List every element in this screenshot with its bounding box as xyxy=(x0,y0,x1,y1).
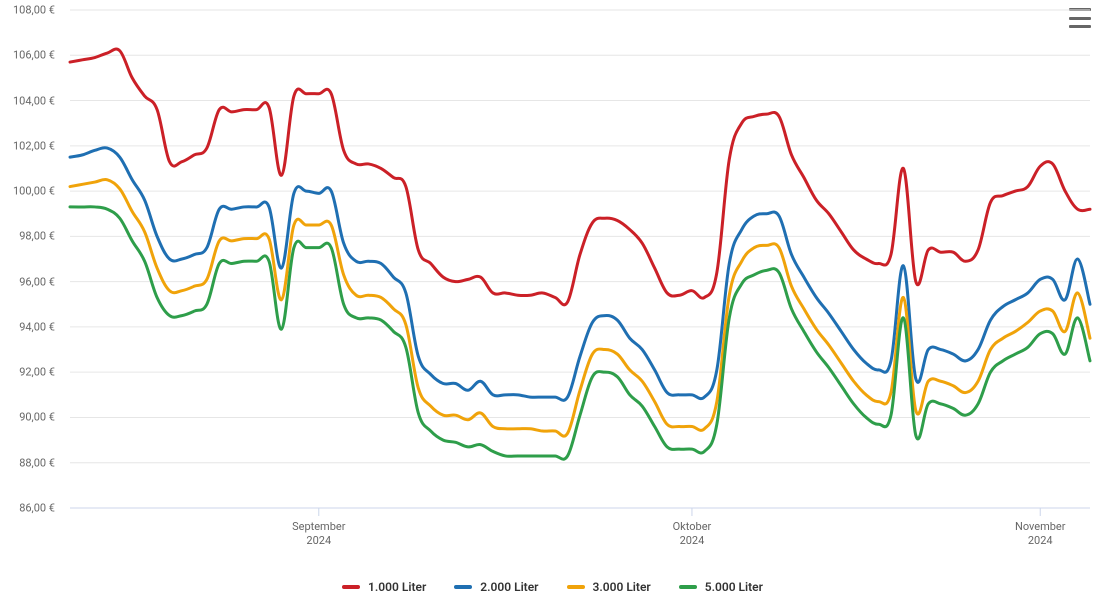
legend-swatch xyxy=(679,585,697,589)
y-axis-label: 90,00 € xyxy=(19,411,55,424)
x-axis-month: November xyxy=(1015,520,1066,534)
legend-swatch xyxy=(342,585,360,589)
legend-label: 3.000 Liter xyxy=(593,580,651,594)
chart-container: 86,00 € 88,00 € 90,00 € 92,00 € 94,00 € 96,00… xyxy=(0,0,1105,602)
x-axis-year: 2024 xyxy=(673,534,712,548)
y-axis-label: 86,00 € xyxy=(19,502,55,515)
x-axis-label: Oktober2024 xyxy=(673,520,712,549)
y-axis-label: 98,00 € xyxy=(19,230,55,243)
series-line[interactable] xyxy=(70,179,1090,436)
series-line[interactable] xyxy=(70,207,1090,459)
legend-item[interactable]: 3.000 Liter xyxy=(567,580,651,594)
legend-label: 2.000 Liter xyxy=(480,580,538,594)
y-axis-label: 96,00 € xyxy=(19,275,55,288)
y-axis-label: 94,00 € xyxy=(19,320,55,333)
legend-label: 1.000 Liter xyxy=(368,580,426,594)
legend-item[interactable]: 1.000 Liter xyxy=(342,580,426,594)
x-axis-month: Oktober xyxy=(673,520,712,534)
legend-label: 5.000 Liter xyxy=(705,580,763,594)
line-chart xyxy=(0,0,1105,602)
y-axis-label: 92,00 € xyxy=(19,366,55,379)
legend-item[interactable]: 2.000 Liter xyxy=(454,580,538,594)
x-axis-year: 2024 xyxy=(1015,534,1066,548)
x-axis-month: September xyxy=(292,520,345,534)
x-axis-year: 2024 xyxy=(292,534,345,548)
series-line[interactable] xyxy=(70,49,1090,305)
legend-swatch xyxy=(567,585,585,589)
y-axis-label: 102,00 € xyxy=(13,139,55,152)
y-axis-label: 88,00 € xyxy=(19,456,55,469)
legend-swatch xyxy=(454,585,472,589)
x-axis-label: November2024 xyxy=(1015,520,1066,549)
legend-item[interactable]: 5.000 Liter xyxy=(679,580,763,594)
series-line[interactable] xyxy=(70,148,1090,401)
y-axis-label: 100,00 € xyxy=(13,185,55,198)
y-axis-label: 106,00 € xyxy=(13,49,55,62)
chart-legend: 1.000 Liter 2.000 Liter 3.000 Liter 5.000 L… xyxy=(0,580,1105,594)
x-axis-label: September2024 xyxy=(292,520,345,549)
y-axis-label: 104,00 € xyxy=(13,94,55,107)
y-axis-label: 108,00 € xyxy=(13,4,55,17)
